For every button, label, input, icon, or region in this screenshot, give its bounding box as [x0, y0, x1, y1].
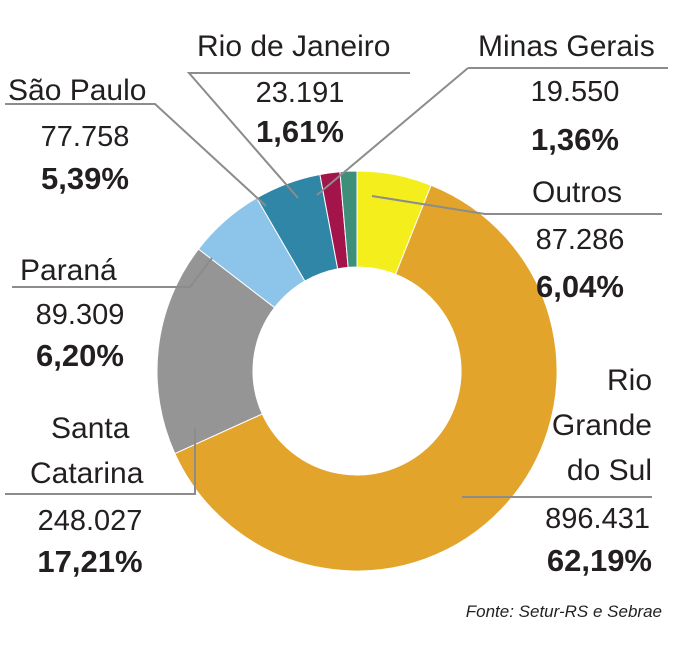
value-santa-catarina: 248.027 [37, 505, 143, 537]
label-rio-de-janeiro: Rio de Janeiro [197, 30, 391, 63]
source-note: Fonte: Setur-RS e Sebrae [465, 602, 662, 621]
value-rio-de-janeiro: 23.191 [255, 77, 345, 109]
label-rio-grande-do-sul-line-1: Rio [606, 364, 652, 397]
leader-outros [371, 195, 662, 215]
leader-parana [12, 257, 213, 288]
value-minas-gerais: 19.550 [530, 76, 620, 108]
slice-rio-grande-do-sul [174, 184, 558, 572]
leader-santa-catarina [5, 428, 196, 495]
value-outros: 87.286 [535, 224, 625, 256]
label-outros: Outros [532, 176, 623, 209]
value-parana: 89.309 [35, 299, 125, 331]
value-rio-grande-do-sul: 896.431 [545, 503, 650, 535]
leader-sao-paulo [5, 103, 267, 207]
label-rio-grande-do-sul-line-3: do Sul [566, 454, 652, 487]
label-santa-catarina-line-2: Catarina [30, 457, 144, 490]
percent-minas-gerais: 1,36% [531, 122, 619, 157]
value-sao-paulo: 77.758 [40, 121, 130, 153]
label-minas-gerais: Minas Gerais [478, 30, 655, 63]
label-santa-catarina-line-1: Santa [51, 412, 130, 445]
label-rio-grande-do-sul-line-2: Grande [551, 409, 652, 442]
percent-rio-de-janeiro: 1,61% [256, 114, 344, 149]
leader-minas-gerais [316, 67, 668, 196]
percent-outros: 6,04% [536, 269, 624, 304]
percent-parana: 6,20% [36, 338, 124, 373]
slice-santa-catarina [156, 248, 276, 455]
percent-sao-paulo: 5,39% [41, 161, 129, 196]
percent-rio-grande-do-sul: 62,19% [546, 543, 652, 578]
label-sao-paulo: São Paulo [8, 74, 147, 107]
percent-santa-catarina: 17,21% [37, 544, 143, 579]
label-parana: Paraná [20, 254, 117, 287]
leader-rio-de-janeiro [186, 72, 410, 199]
